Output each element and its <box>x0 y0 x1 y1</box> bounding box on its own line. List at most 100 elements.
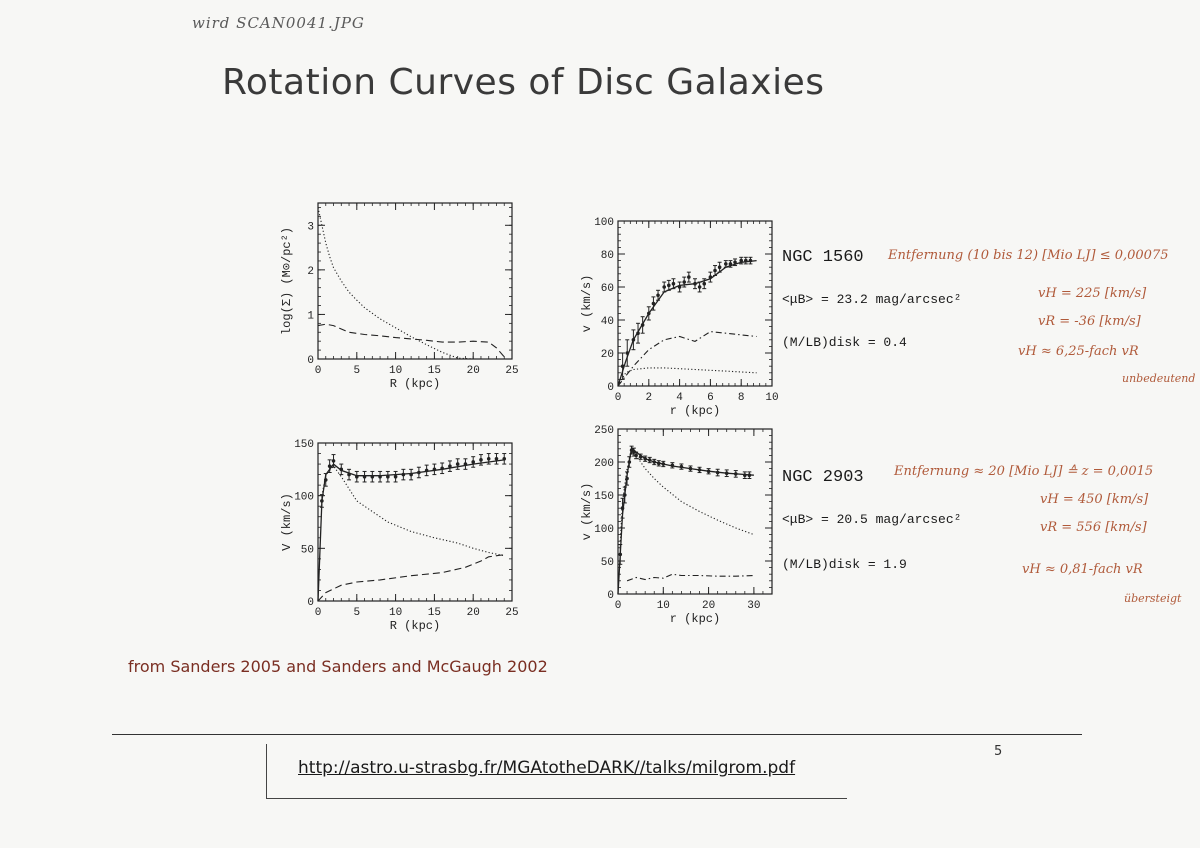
y-tick-label: 150 <box>294 439 314 451</box>
x-axis-label: r (kpc) <box>670 404 720 418</box>
x-tick-label: 0 <box>615 600 622 612</box>
data-point <box>479 458 483 462</box>
data-point <box>733 472 738 476</box>
y-tick-label: 40 <box>601 316 614 328</box>
x-tick-label: 4 <box>676 392 683 404</box>
data-point <box>417 470 421 475</box>
data-point <box>486 457 491 461</box>
handwritten-distance-ngc1560: Entfernung (10 bis 12) [Mio LJ] ≤ 0,0007… <box>888 248 1169 263</box>
data-point <box>355 474 359 479</box>
data-point <box>463 462 468 466</box>
y-tick-label: 100 <box>594 217 614 229</box>
credit-text: from Sanders 2005 and Sanders and McGaug… <box>128 657 548 676</box>
data-point <box>448 464 452 468</box>
data-point <box>651 301 656 306</box>
footer-rule <box>112 734 1082 735</box>
y-tick-label: 20 <box>601 349 614 361</box>
x-tick-label: 15 <box>428 607 441 619</box>
source-link[interactable]: http://astro.u-strasbg.fr/MGAtotheDARK//… <box>298 758 796 778</box>
data-point <box>713 268 717 273</box>
y-axis-label: V (km/s) <box>280 493 294 551</box>
x-tick-label: 15 <box>428 365 441 377</box>
data-point <box>733 260 737 265</box>
data-point <box>620 364 625 369</box>
data-point <box>748 258 753 263</box>
data-point <box>671 281 676 286</box>
data-point <box>652 460 657 464</box>
series-gas-line <box>317 323 505 358</box>
handwritten-vh-ngc2903: vH = 450 [km/s] <box>1040 492 1149 507</box>
data-point <box>747 473 752 478</box>
y-tick-label: 2 <box>307 266 314 278</box>
galaxy-name-ngc2903: NGC 2903 <box>782 468 864 487</box>
galaxy-ml-ngc2903: (M/LB)disk = 1.9 <box>782 557 907 572</box>
data-point <box>378 474 382 479</box>
data-point <box>647 311 651 316</box>
x-tick-label: 25 <box>505 365 518 377</box>
y-tick-label: 1 <box>307 310 314 322</box>
data-point <box>622 493 627 497</box>
data-point <box>339 467 344 472</box>
handwritten-distance-ngc2903: Entfernung ≈ 20 [Mio LJ] ≙ z = 0,0015 <box>894 464 1154 479</box>
series-fit-line <box>617 446 754 595</box>
series-stars-line <box>619 451 755 542</box>
data-point <box>724 262 728 266</box>
x-tick-label: 6 <box>707 392 714 404</box>
x-tick-label: 20 <box>702 600 715 612</box>
plot-frame <box>617 428 773 595</box>
galaxy-mu-ngc1560: <μB> = 23.2 mag/arcsec² <box>782 292 962 307</box>
data-point <box>715 470 720 475</box>
series-stars-line <box>617 367 757 387</box>
y-tick-label: 80 <box>601 250 614 262</box>
plot-frame <box>317 202 513 360</box>
data-point <box>631 338 636 342</box>
chart-ngc2903-surface-rotation: 0 5 10 15 20 25 0 50 100 150 R (kpc) V (km/s) <box>280 439 519 633</box>
data-point <box>323 478 328 482</box>
data-point <box>682 280 687 284</box>
galaxy-ml-ngc1560: (M/LB)disk = 0.4 <box>782 335 907 350</box>
x-axis-label: r (kpc) <box>670 612 720 626</box>
x-tick-label: 5 <box>353 365 360 377</box>
x-tick-label: 30 <box>747 600 760 612</box>
data-point <box>744 258 748 263</box>
data-point <box>667 283 671 288</box>
data-point <box>370 474 375 479</box>
x-tick-label: 20 <box>467 607 480 619</box>
handwritten-vr-ngc2903: vR = 556 [km/s] <box>1040 520 1147 535</box>
y-tick-label: 250 <box>594 425 614 437</box>
page-title: Rotation Curves of Disc Galaxies <box>222 62 825 103</box>
data-point <box>697 285 702 289</box>
data-point <box>440 466 444 471</box>
y-tick-label: 0 <box>307 597 314 609</box>
data-point <box>638 454 643 459</box>
y-axis-label: log(Σ) (M⊙/pc²) <box>280 227 294 335</box>
y-tick-label: 100 <box>294 492 314 504</box>
y-tick-label: 0 <box>607 382 614 394</box>
data-point <box>632 450 636 454</box>
data-point <box>636 331 640 336</box>
link-frame <box>266 744 847 799</box>
data-point <box>647 458 652 462</box>
data-point <box>743 473 747 478</box>
data-point <box>386 474 390 479</box>
handwritten-ratio-ngc1560: vH ≈ 6,25-fach vR <box>1018 344 1139 359</box>
data-point <box>708 275 713 279</box>
data-point <box>717 265 722 270</box>
data-point <box>327 464 332 468</box>
x-tick-label: 5 <box>353 607 360 619</box>
data-point <box>494 457 499 461</box>
scan-filename-note: wird SCAN0041.JPG <box>192 14 365 32</box>
y-axis-label: v (km/s) <box>580 275 594 333</box>
data-point <box>643 456 647 461</box>
data-point <box>724 471 729 476</box>
data-point <box>670 463 675 468</box>
data-point <box>679 464 684 469</box>
data-point <box>693 281 697 286</box>
chart-ngc2903-rotation: 0 10 20 30 0 50 100 150 200 250 r (kpc) v (km/s) <box>580 425 773 626</box>
data-point <box>640 323 645 327</box>
data-point <box>661 462 666 466</box>
x-tick-label: 20 <box>467 365 480 377</box>
data-point <box>618 552 623 557</box>
galaxy-name-ngc1560: NGC 1560 <box>782 248 864 267</box>
